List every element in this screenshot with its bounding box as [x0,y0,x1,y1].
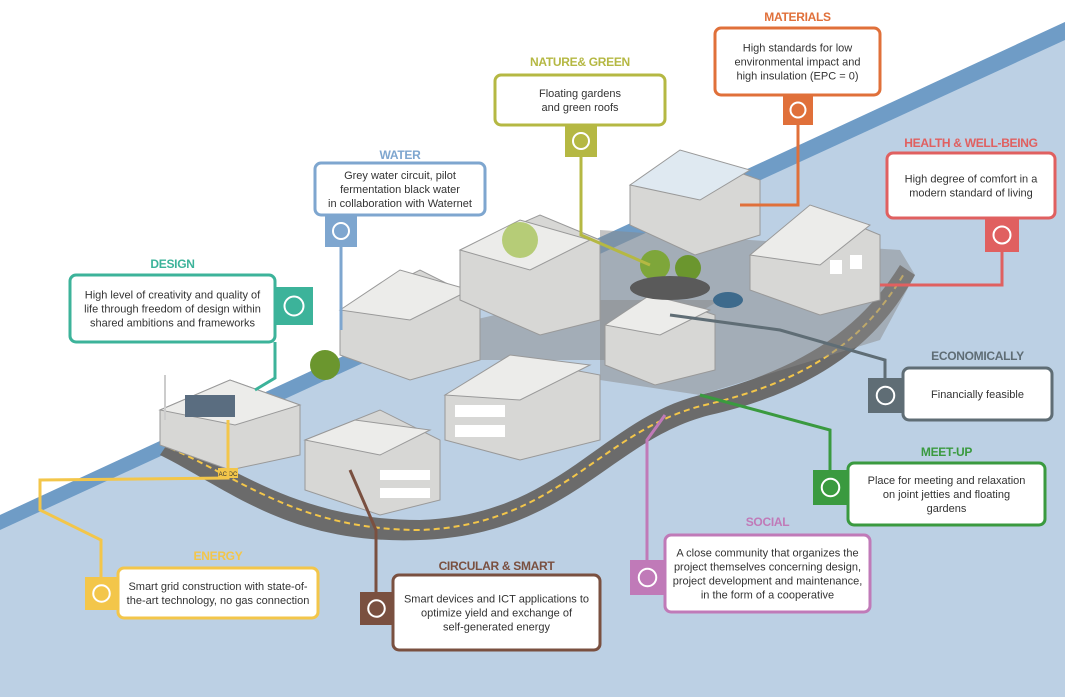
callout-text: High degree of comfort in a [905,174,1039,186]
callout-text: Financially feasible [931,389,1024,401]
callout-title: SOCIAL [746,515,790,529]
callout-text: shared ambitions and frameworks [90,318,256,330]
callout-text: project development and maintenance, [673,576,863,588]
callout-icon [325,215,357,247]
callout-text: modern standard of living [909,188,1033,200]
callout-title: MATERIALS [764,10,831,24]
callout-text: in collaboration with Waternet [328,198,472,210]
callout-text: optimize yield and exchange of [421,608,573,620]
callout-icon [813,470,848,505]
callout-icon [565,125,597,157]
callout-icon [630,560,665,595]
callout-icon [783,95,813,125]
callout-title: MEET-UP [921,445,973,459]
callout-text: self-generated energy [443,622,551,634]
callout-box [887,153,1055,218]
callout-title: CIRCULAR & SMART [439,559,556,573]
callout-text: Place for meeting and relaxation [868,475,1026,487]
callout-title: HEALTH & WELL-BEING [904,136,1037,150]
callout-title: NATURE& GREEN [530,55,630,69]
callout-text: High level of creativity and quality of [85,290,261,302]
callout-text: fermentation black water [340,184,460,196]
callout-icon [985,218,1019,252]
callout-text: in the form of a cooperative [701,590,834,602]
callout-text: High standards for low [743,43,852,55]
callout-text: Smart grid construction with state-of- [128,581,307,593]
callout-text: and green roofs [541,102,619,114]
callout-text: high insulation (EPC = 0) [737,71,859,83]
infographic: AC/DC MATERIALSHigh standards for lowenv… [0,0,1065,697]
callout-text: the-art technology, no gas connection [127,595,310,607]
callout-text: environmental impact and [735,57,861,69]
connector [255,342,275,390]
callout-icon [275,287,313,325]
callout-title: WATER [380,148,422,162]
callout-box [118,568,318,618]
callout-text: Smart devices and ICT applications to [404,594,589,606]
callout-icon [85,577,118,610]
callout-text: Grey water circuit, pilot [344,170,456,182]
callout-text: A close community that organizes the [676,548,858,560]
callout-text: project themselves concerning design, [674,562,861,574]
callout-box [495,75,665,125]
callout-title: DESIGN [150,257,194,271]
callout-title: ENERGY [194,549,243,563]
callout-text: gardens [927,503,967,515]
callout-text: life through freedom of design within [84,304,261,316]
callout-title: ECONOMICALLY [931,349,1024,363]
callout-text: Floating gardens [539,88,621,100]
callout-icon [868,378,903,413]
callout-text: on joint jetties and floating [883,489,1010,501]
callout-icon [360,592,393,625]
